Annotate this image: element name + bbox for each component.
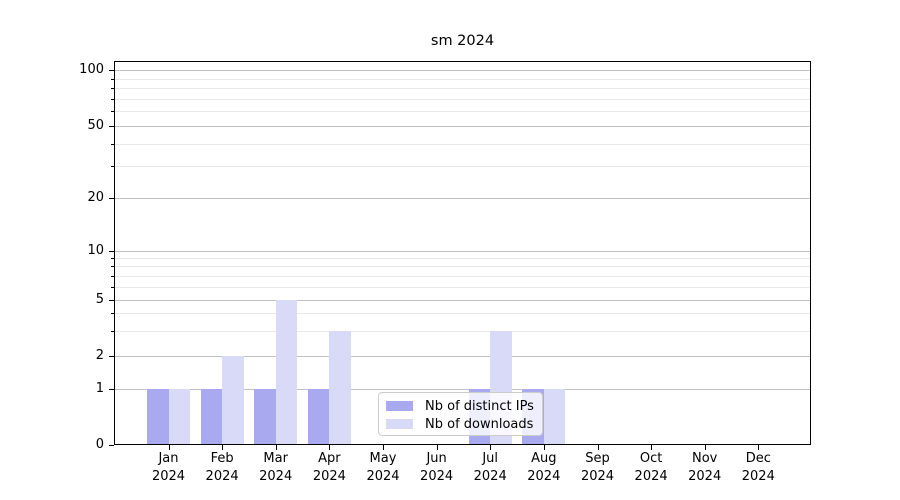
y-tick-mark: [109, 389, 114, 390]
y-tick-mark-minor: [111, 276, 114, 277]
y-gridline-major: [115, 388, 810, 390]
legend: Nb of distinct IPs Nb of downloads: [378, 392, 543, 436]
legend-entry-downloads: Nb of downloads: [386, 415, 536, 433]
x-tick-label: Jul 2024: [473, 451, 507, 484]
x-tick-label: Oct 2024: [634, 451, 668, 484]
y-tick-mark: [109, 198, 114, 199]
y-tick-label: 0: [95, 436, 104, 452]
bar-distinct-ips: [147, 388, 169, 444]
legend-label-downloads: Nb of downloads: [425, 416, 534, 432]
bar-downloads: [168, 388, 190, 444]
y-tick-mark: [109, 70, 114, 71]
x-tick-label: Jan 2024: [151, 451, 186, 484]
x-tick-mark: [597, 445, 599, 450]
x-tick-mark: [543, 445, 545, 450]
x-tick-label: Feb 2024: [205, 451, 239, 484]
bar-downloads: [222, 355, 244, 444]
x-tick-mark: [168, 445, 170, 450]
y-tick-mark-minor: [111, 99, 114, 100]
y-tick-mark-minor: [111, 166, 114, 167]
y-tick-mark: [109, 445, 114, 446]
y-gridline-major: [115, 198, 810, 199]
y-tick-mark-minor: [111, 287, 114, 288]
y-tick-label: 5: [95, 291, 104, 307]
legend-swatch-downloads: [386, 419, 413, 429]
x-tick-mark: [383, 445, 384, 450]
y-tick-label: 10: [87, 242, 104, 258]
x-tick-label: May 2024: [366, 451, 400, 484]
y-tick-mark-minor: [111, 331, 114, 332]
y-gridline-major: [115, 250, 810, 252]
x-tick-label: Aug 2024: [527, 451, 561, 484]
x-tick-label: Jun 2024: [420, 451, 454, 484]
y-gridline-major: [115, 70, 810, 71]
y-gridline-minor: [115, 330, 810, 332]
legend-label-distinct-ips: Nb of distinct IPs: [425, 398, 534, 414]
y-gridline-minor: [115, 258, 810, 260]
x-tick-label: Sep 2024: [580, 451, 615, 484]
y-gridline-minor: [115, 313, 810, 315]
x-tick-mark: [490, 445, 492, 450]
y-tick-label: 1: [95, 380, 104, 396]
x-tick-label: Mar 2024: [259, 451, 293, 484]
y-tick-mark: [109, 356, 114, 357]
y-gridline-major: [115, 299, 810, 301]
x-tick-mark: [651, 445, 653, 450]
y-gridline-minor: [115, 286, 810, 288]
y-tick-mark-minor: [111, 266, 114, 267]
y-tick-mark: [109, 251, 114, 252]
y-tick-mark-minor: [111, 111, 114, 112]
y-gridline-minor: [115, 78, 810, 80]
y-gridline-minor: [115, 88, 810, 89]
y-tick-label: 20: [87, 190, 104, 205]
x-tick-mark: [275, 445, 277, 450]
bar-distinct-ips: [307, 388, 330, 444]
bar-distinct-ips: [200, 388, 223, 444]
y-tick-label: 100: [79, 62, 104, 77]
x-tick-mark: [222, 445, 224, 450]
y-tick-label: 50: [87, 118, 104, 133]
y-gridline-minor: [115, 275, 810, 277]
x-tick-mark: [329, 445, 331, 450]
y-gridline-minor: [115, 266, 810, 268]
plot-area: [114, 61, 811, 445]
y-gridline-major: [115, 355, 810, 357]
chart-title: sm 2024: [430, 33, 495, 49]
legend-swatch-distinct-ips: [386, 401, 413, 411]
y-tick-mark-minor: [111, 79, 114, 80]
legend-entry-distinct-ips: Nb of distinct IPs: [386, 397, 536, 415]
y-gridline-minor: [115, 143, 810, 145]
x-tick-mark: [758, 445, 760, 450]
y-tick-mark: [109, 126, 114, 127]
y-tick-mark: [109, 300, 114, 301]
bar-downloads: [329, 330, 351, 444]
x-tick-label: Dec 2024: [741, 451, 775, 484]
y-tick-mark-minor: [111, 144, 114, 145]
x-tick-label: Nov 2024: [688, 451, 722, 484]
bar-downloads: [275, 299, 298, 444]
y-gridline-minor: [115, 98, 810, 100]
y-tick-label: 2: [95, 347, 104, 363]
x-tick-label: Apr 2024: [312, 451, 346, 484]
y-tick-mark-minor: [111, 258, 114, 259]
y-gridline-major: [115, 126, 810, 127]
bar-downloads: [543, 388, 566, 444]
x-tick-mark: [436, 445, 438, 450]
y-tick-mark-minor: [111, 313, 114, 314]
bar-distinct-ips: [254, 388, 276, 444]
y-tick-mark-minor: [111, 88, 114, 89]
y-gridline-minor: [115, 166, 810, 168]
x-tick-mark: [704, 445, 706, 450]
y-gridline-minor: [115, 111, 810, 113]
